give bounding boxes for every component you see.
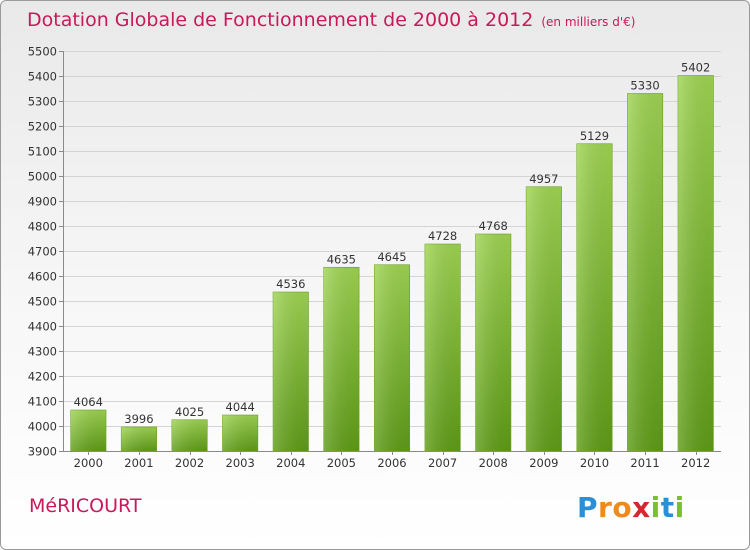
bar-shade xyxy=(171,419,208,451)
label-layer: 4064 3996 4025 4044 4536 4635 4645 4728 4768 4957… xyxy=(74,61,711,427)
logo-letter: r xyxy=(598,491,613,524)
y-tick-label: 4300 xyxy=(28,345,57,359)
y-tick-label: 4100 xyxy=(28,395,57,409)
bar-layer xyxy=(70,75,714,452)
title-text: Dotation Globale de Fonctionnement de 20… xyxy=(27,9,534,31)
bar-shade xyxy=(121,427,157,451)
bar-shade xyxy=(323,267,360,451)
y-tick-label: 3900 xyxy=(28,445,57,459)
commune-name: MéRICOURT xyxy=(29,495,142,517)
data-label: 4728 xyxy=(428,229,457,243)
logo-letter: x xyxy=(632,491,651,524)
y-tick-label: 4600 xyxy=(28,270,57,284)
x-tick-label: 2011 xyxy=(630,456,659,470)
bar-shade xyxy=(273,292,309,451)
data-label: 4025 xyxy=(175,405,204,419)
bar-shade xyxy=(424,244,461,451)
data-label: 4957 xyxy=(529,172,558,186)
data-label: 4536 xyxy=(276,277,305,291)
y-tick-label: 4400 xyxy=(28,320,57,334)
y-tick-label: 5400 xyxy=(28,70,57,84)
data-label: 4768 xyxy=(479,219,508,233)
data-label: 4044 xyxy=(226,400,255,414)
axis-layer: 3900 4000 4100 4200 4300 4400 4500 4600 4700 4800… xyxy=(28,45,721,470)
x-tick-label: 2005 xyxy=(327,456,356,470)
y-tick-label: 4500 xyxy=(28,295,57,309)
x-tick-label: 2012 xyxy=(681,456,710,470)
x-tick-label: 2001 xyxy=(124,456,153,470)
logo-letter: P xyxy=(577,491,599,524)
bar-shade xyxy=(222,415,258,451)
bar-shade xyxy=(526,186,562,451)
chart-title: Dotation Globale de Fonctionnement de 20… xyxy=(27,9,635,31)
x-tick-label: 2006 xyxy=(377,456,406,470)
bar-shade xyxy=(70,410,107,451)
y-tick-label: 4800 xyxy=(28,220,57,234)
y-tick-label: 5300 xyxy=(28,95,57,109)
logo-letter: i xyxy=(650,491,661,524)
data-label: 5330 xyxy=(630,79,659,93)
data-label: 3996 xyxy=(124,412,153,426)
data-label: 4645 xyxy=(377,250,406,264)
y-tick-label: 4000 xyxy=(28,420,57,434)
proxiti-logo: Proxiti xyxy=(577,491,685,524)
logo-letter: t xyxy=(660,491,675,524)
bar-shade xyxy=(576,143,613,451)
data-label: 4064 xyxy=(74,395,103,409)
y-tick-label: 4200 xyxy=(28,370,57,384)
data-label: 5402 xyxy=(681,61,710,75)
logo-letter: o xyxy=(612,491,633,524)
data-label: 5129 xyxy=(580,129,609,143)
bar-shade xyxy=(374,264,410,451)
y-tick-label: 5100 xyxy=(28,145,57,159)
chart-unit: (en milliers d'€) xyxy=(541,15,636,29)
x-tick-label: 2003 xyxy=(226,456,255,470)
x-tick-label: 2004 xyxy=(276,456,305,470)
bar-shade xyxy=(677,75,714,451)
y-tick-label: 5000 xyxy=(28,170,57,184)
bar-shade xyxy=(627,93,663,451)
data-label: 4635 xyxy=(327,252,356,266)
x-tick-label: 2000 xyxy=(74,456,103,470)
x-tick-label: 2008 xyxy=(479,456,508,470)
logo-letter: i xyxy=(674,491,685,524)
y-tick-label: 4900 xyxy=(28,195,57,209)
x-tick-label: 2007 xyxy=(428,456,457,470)
x-tick-label: 2002 xyxy=(175,456,204,470)
y-tick-label: 5500 xyxy=(28,45,57,59)
x-tick-label: 2009 xyxy=(529,456,558,470)
x-tick-label: 2010 xyxy=(580,456,609,470)
y-tick-label: 4700 xyxy=(28,245,57,259)
bar-shade xyxy=(475,234,511,451)
y-tick-label: 5200 xyxy=(28,120,57,134)
